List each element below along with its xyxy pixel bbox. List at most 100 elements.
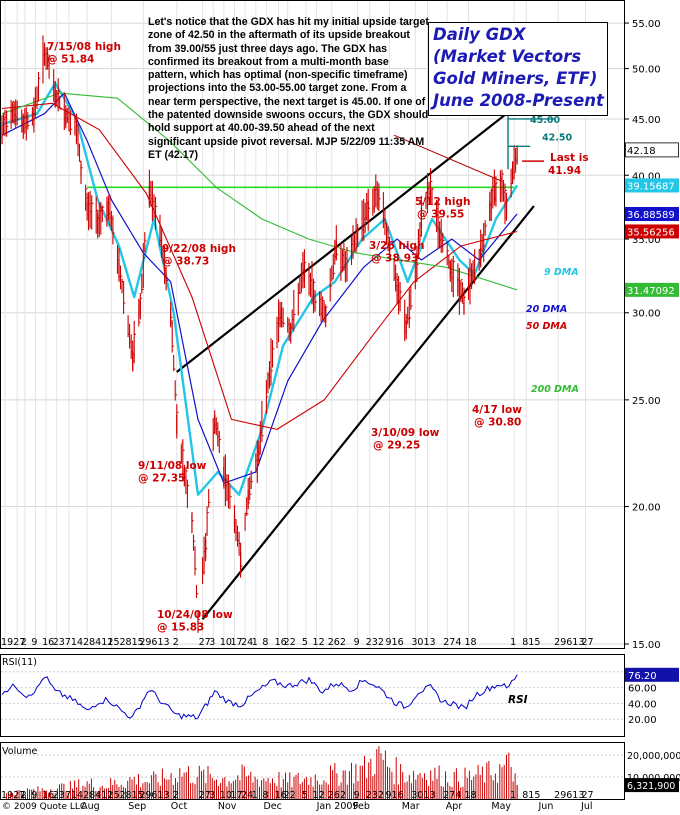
x-day-label: 1 bbox=[252, 637, 258, 648]
x-day-label: 17 bbox=[231, 637, 243, 648]
channel-lines-group bbox=[176, 97, 535, 620]
annotation-2-line-1: 9/22/08 high bbox=[162, 243, 236, 255]
last-annotation-line-2: 41.94 bbox=[548, 165, 581, 177]
annotation-7-line-1: 4/17 low bbox=[472, 404, 522, 416]
x-day-label-bottom: 1 bbox=[510, 790, 516, 801]
x-day-label-bottom: 13 bbox=[423, 790, 435, 801]
x-day-label-bottom: 10 bbox=[220, 790, 232, 801]
x-day-label: 18 bbox=[465, 637, 477, 648]
x-day-label-bottom: 27 bbox=[582, 790, 594, 801]
x-day-label: 714 bbox=[65, 637, 83, 648]
x-month-label: Sep bbox=[128, 801, 146, 811]
annotation-8-line-1: 5/12 high bbox=[415, 196, 470, 208]
x-day-label-bottom: 29613 bbox=[139, 790, 169, 801]
x-month-label: Dec bbox=[263, 801, 281, 811]
x-month-label: Aug bbox=[81, 801, 100, 811]
x-day-label: 916 bbox=[386, 637, 404, 648]
price-axis-label: 25.00 bbox=[632, 396, 661, 407]
x-day-label-bottom: 27 bbox=[13, 790, 25, 801]
x-day-label: 13 bbox=[423, 637, 435, 648]
x-day-label: 8 bbox=[262, 637, 268, 648]
dma20-line bbox=[1, 92, 518, 484]
x-day-label-bottom: 3 bbox=[209, 790, 215, 801]
x-day-label: 12 bbox=[313, 637, 325, 648]
dma50-label: 50 DMA bbox=[526, 321, 567, 332]
x-day-label-bottom: 17 bbox=[231, 790, 243, 801]
price-axis-group: 15.00 20.00 25.00 30.00 35.00 40.00 45.00 50.00… bbox=[624, 19, 679, 651]
x-month-label: Apr bbox=[446, 801, 463, 811]
rsi-line bbox=[1, 674, 518, 720]
x-day-label-bottom: 252815 bbox=[107, 790, 143, 801]
price-gridlines bbox=[1, 1, 624, 648]
target-level-label: 45.00 bbox=[530, 115, 560, 126]
dma200-value-flag: 31.47092 bbox=[627, 286, 675, 297]
x-day-label-bottom: 18 bbox=[465, 790, 477, 801]
rsi-value-flag-bg bbox=[625, 667, 679, 682]
annotations-group: 7/15/08 high@ 51.84 9/22/08 high@ 38.73 9/… bbox=[47, 41, 579, 634]
x-day-label: 252815 bbox=[107, 637, 143, 648]
x-day-label-bottom: 29613 bbox=[554, 790, 584, 801]
rsi-panel-frame bbox=[0, 654, 625, 737]
x-day-label: 274 bbox=[443, 637, 461, 648]
x-day-label: 19 bbox=[1, 637, 13, 648]
dma50-value-flag-bg bbox=[625, 224, 679, 239]
x-day-label: 29613 bbox=[554, 637, 584, 648]
x-day-label: 9 bbox=[31, 637, 37, 648]
volume-panel-label: Volume bbox=[2, 746, 37, 757]
x-day-label-bottom: 9 bbox=[31, 790, 37, 801]
price-axis-label: 55.00 bbox=[632, 19, 661, 30]
dma200-value-flag-bg bbox=[625, 282, 679, 297]
x-month-label: Nov bbox=[218, 801, 237, 811]
x-day-label: 24 bbox=[241, 637, 253, 648]
x-day-label-bottom: 19 bbox=[1, 790, 13, 801]
title-line-1: Daily GDX bbox=[433, 25, 526, 44]
x-day-label-bottom: 8 bbox=[262, 790, 268, 801]
price-axis-label: 15.00 bbox=[632, 640, 661, 651]
x-day-label: 1 bbox=[510, 637, 516, 648]
x-month-label: Jan 2009 bbox=[316, 801, 359, 811]
x-month-label: Mar bbox=[402, 801, 420, 811]
x-day-label-bottom: 27 bbox=[199, 790, 211, 801]
rsi-value-flag: 76.20 bbox=[628, 671, 657, 682]
price-axis-label: 20.00 bbox=[632, 503, 661, 514]
dma9-label: 9 DMA bbox=[544, 267, 579, 278]
x-day-label: 5 bbox=[302, 637, 308, 648]
x-day-label: 815 bbox=[522, 637, 540, 648]
volume-value-flag-bg bbox=[625, 778, 679, 793]
price-axis-label: 40.00 bbox=[632, 171, 661, 182]
x-month-label: Oct bbox=[171, 801, 188, 811]
chart-title-box: Daily GDX (Market Vectors Gold Miners, E… bbox=[428, 22, 608, 116]
dma200-line bbox=[1, 92, 518, 291]
x-day-label-bottom: 9 bbox=[354, 790, 360, 801]
x-day-label: 27 bbox=[582, 637, 594, 648]
dma20-value-flag-bg bbox=[625, 206, 679, 221]
x-day-label-bottom: 5 bbox=[302, 790, 308, 801]
rsi-axis-label: 40.00 bbox=[628, 699, 657, 710]
x-day-label-bottom: 2 bbox=[173, 790, 179, 801]
rsi-panel-label: RSI(11) bbox=[2, 657, 37, 668]
x-day-label-bottom: 815 bbox=[522, 790, 540, 801]
x-month-label: Jun bbox=[538, 801, 554, 811]
x-day-label-bottom: 22 bbox=[284, 790, 296, 801]
x-day-label-bottom: 23 bbox=[53, 790, 65, 801]
x-day-label-bottom: 28411 bbox=[83, 790, 113, 801]
title-line-4: June 2008-Present bbox=[433, 91, 604, 110]
x-month-label: May bbox=[491, 801, 511, 811]
annotation-1-line-2: @ 51.84 bbox=[47, 54, 94, 66]
annotation-5-line-2: @ 38.93 bbox=[371, 253, 418, 265]
dma50-value-flag: 35.56256 bbox=[627, 227, 675, 238]
x-day-label: 22 bbox=[284, 637, 296, 648]
x-day-label: 27 bbox=[199, 637, 211, 648]
x-month-label: Feb bbox=[353, 801, 370, 811]
annotation-1-line-1: 7/15/08 high bbox=[47, 41, 121, 53]
x-day-label: 2 bbox=[173, 637, 179, 648]
x-day-label: 23 bbox=[53, 637, 65, 648]
rsi-axis-label: 20.00 bbox=[628, 715, 657, 726]
volume-axis-label: 20,000,000 bbox=[627, 751, 680, 762]
x-day-label: 16 bbox=[275, 637, 287, 648]
x-day-label-bottom: 262 bbox=[328, 790, 346, 801]
channel-lower-line bbox=[201, 205, 535, 620]
annotation-6-line-2: @ 29.25 bbox=[373, 440, 420, 452]
x-day-label-bottom: 232 bbox=[366, 790, 384, 801]
